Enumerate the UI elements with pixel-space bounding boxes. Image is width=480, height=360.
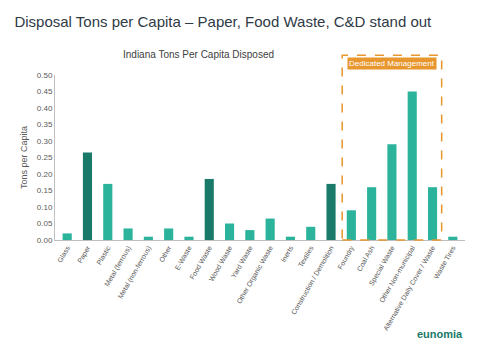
svg-text:E-Waste: E-Waste — [174, 245, 193, 272]
svg-text:Indiana Tons Per Capita Dispos: Indiana Tons Per Capita Disposed — [123, 49, 274, 60]
svg-text:0.35: 0.35 — [37, 120, 53, 129]
svg-text:Alternative Daily Cover / Wast: Alternative Daily Cover / Waste — [382, 245, 437, 333]
svg-text:Special Waste: Special Waste — [368, 245, 397, 288]
svg-text:Other Organic Waste: Other Organic Waste — [235, 245, 275, 306]
svg-text:Inerts: Inerts — [280, 244, 295, 263]
svg-text:0.20: 0.20 — [37, 170, 53, 179]
svg-text:0.15: 0.15 — [37, 186, 53, 195]
svg-text:Tons per Capita: Tons per Capita — [19, 126, 29, 189]
svg-text:Wood Waste: Wood Waste — [208, 245, 234, 283]
svg-text:Textiles: Textiles — [297, 244, 315, 268]
svg-text:Metal (ferrous): Metal (ferrous) — [103, 245, 133, 288]
svg-text:0.00: 0.00 — [37, 236, 53, 245]
svg-text:Glass: Glass — [56, 244, 71, 263]
svg-text:Foundry: Foundry — [336, 244, 356, 271]
svg-text:eunomia: eunomia — [417, 328, 463, 340]
svg-text:Construction / Demolition: Construction / Demolition — [290, 245, 335, 316]
svg-text:0.25: 0.25 — [37, 153, 53, 162]
svg-text:0.10: 0.10 — [37, 203, 53, 212]
svg-text:Yard Waste: Yard Waste — [230, 245, 254, 280]
svg-text:Disposal Tons per Capita – Pap: Disposal Tons per Capita – Paper, Food W… — [14, 13, 432, 30]
svg-text:0.45: 0.45 — [37, 87, 53, 96]
svg-text:0.30: 0.30 — [37, 137, 53, 146]
svg-text:Other: Other — [158, 244, 173, 263]
svg-text:Food Waste: Food Waste — [188, 245, 213, 281]
svg-text:Metal (non-ferrous): Metal (non-ferrous) — [116, 245, 153, 301]
svg-text:Waste Tires: Waste Tires — [432, 244, 457, 280]
svg-text:Plastic: Plastic — [95, 244, 112, 266]
svg-text:Coal Ash: Coal Ash — [355, 245, 375, 273]
svg-text:Paper: Paper — [76, 244, 93, 265]
svg-text:Dedicated Management: Dedicated Management — [349, 59, 435, 68]
svg-text:0.40: 0.40 — [37, 104, 53, 113]
svg-text:0.05: 0.05 — [37, 219, 53, 228]
svg-text:0.50: 0.50 — [37, 71, 53, 80]
svg-text:Other Non-municipal: Other Non-municipal — [378, 244, 417, 304]
